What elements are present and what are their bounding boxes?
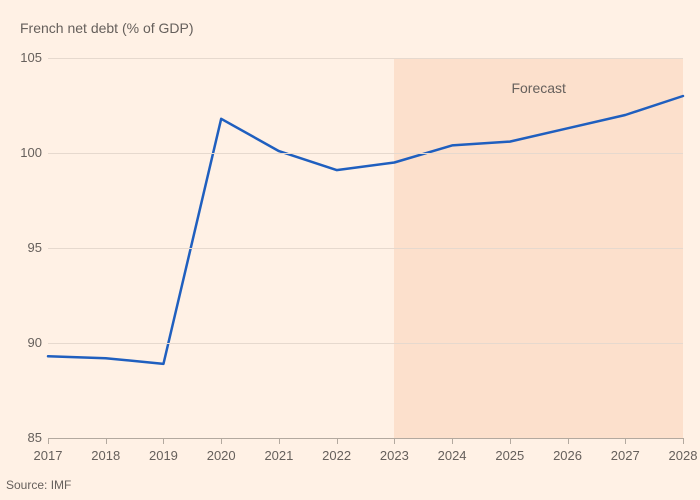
x-axis-tick: 2028	[669, 448, 698, 463]
x-tick-mark	[568, 438, 569, 444]
y-axis-tick: 105	[10, 50, 42, 65]
x-tick-mark	[48, 438, 49, 444]
x-axis-tick: 2027	[611, 448, 640, 463]
data-line	[48, 96, 683, 364]
gridline	[48, 438, 683, 439]
x-axis-tick: 2018	[91, 448, 120, 463]
x-tick-mark	[452, 438, 453, 444]
x-tick-mark	[106, 438, 107, 444]
x-tick-mark	[337, 438, 338, 444]
x-tick-mark	[279, 438, 280, 444]
source-text: Source: IMF	[6, 478, 71, 492]
x-axis-tick: 2026	[553, 448, 582, 463]
x-tick-mark	[625, 438, 626, 444]
x-axis-tick: 2022	[322, 448, 351, 463]
x-tick-mark	[163, 438, 164, 444]
x-axis-tick: 2024	[438, 448, 467, 463]
x-axis-tick: 2017	[34, 448, 63, 463]
y-axis-tick: 90	[10, 335, 42, 350]
x-axis-tick: 2025	[495, 448, 524, 463]
x-tick-mark	[394, 438, 395, 444]
x-axis-tick: 2020	[207, 448, 236, 463]
x-axis-tick: 2023	[380, 448, 409, 463]
x-tick-mark	[683, 438, 684, 444]
y-axis-tick: 100	[10, 145, 42, 160]
y-axis-tick: 95	[10, 240, 42, 255]
y-axis-tick: 85	[10, 430, 42, 445]
gridline	[48, 153, 683, 154]
x-axis-tick: 2019	[149, 448, 178, 463]
gridline	[48, 58, 683, 59]
chart-subtitle: French net debt (% of GDP)	[20, 20, 194, 36]
x-axis-tick: 2021	[264, 448, 293, 463]
x-tick-mark	[510, 438, 511, 444]
x-tick-mark	[221, 438, 222, 444]
gridline	[48, 248, 683, 249]
chart-plot-area: Forecast 8590951001052017201820192020202…	[48, 58, 683, 438]
gridline	[48, 343, 683, 344]
